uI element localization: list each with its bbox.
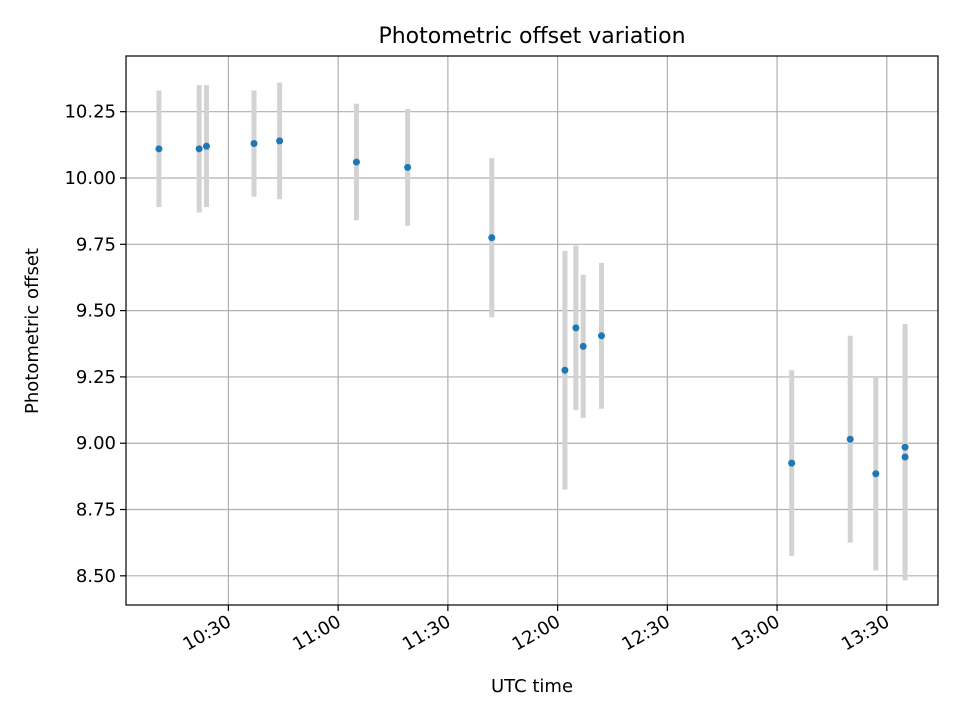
data-point (155, 145, 163, 153)
data-point (195, 145, 203, 153)
data-point (276, 137, 284, 145)
data-point (901, 443, 909, 451)
data-point (597, 332, 605, 340)
x-axis-label: UTC time (491, 676, 573, 697)
y-tick-label: 9.00 (76, 433, 116, 454)
y-axis-ticks: 8.50 8.75 9.00 9.25 9.50 9.75 10.00 10.25 (64, 102, 126, 587)
data-point (488, 234, 496, 242)
data-point (404, 163, 412, 171)
data-point (352, 158, 360, 166)
chart-title: Photometric offset variation (378, 24, 685, 49)
y-tick-label: 8.75 (76, 500, 116, 521)
y-axis-label: Photometric offset (22, 248, 43, 414)
data-point (579, 342, 587, 350)
data-point (901, 453, 909, 461)
y-tick-label: 9.50 (76, 301, 116, 322)
data-point (561, 366, 569, 374)
y-tick-label: 10.25 (64, 102, 116, 123)
grid-lines (126, 56, 938, 605)
data-point (872, 470, 880, 478)
y-tick-label: 10.00 (64, 168, 116, 189)
axes-frame (125, 55, 939, 606)
data-point (788, 459, 796, 467)
data-points (155, 137, 909, 478)
y-tick-label: 8.50 (76, 566, 116, 587)
y-tick-label: 9.25 (76, 367, 116, 388)
data-point (846, 435, 854, 443)
data-point (250, 140, 258, 148)
y-tick-label: 9.75 (76, 234, 116, 255)
data-point (202, 142, 210, 150)
data-point (572, 324, 580, 332)
